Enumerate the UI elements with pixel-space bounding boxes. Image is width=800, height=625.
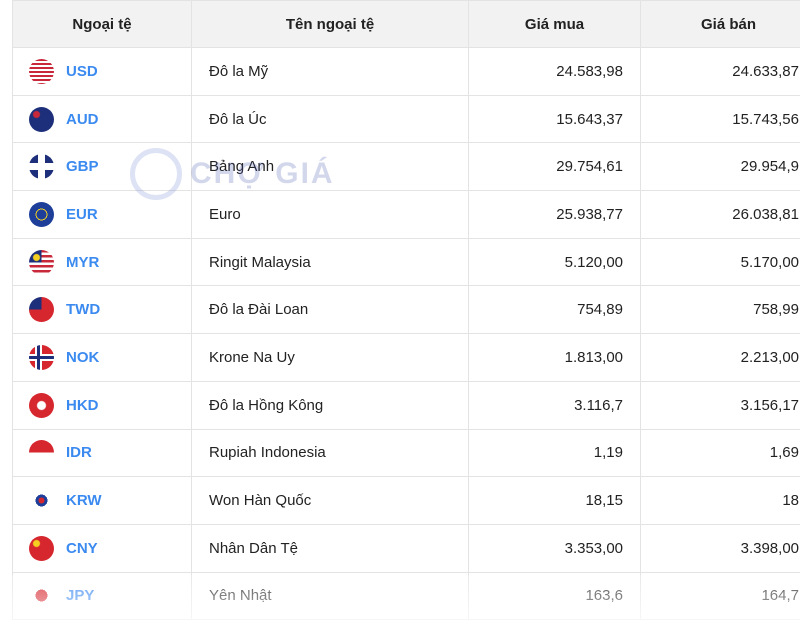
sell-price: 24.633,87 (640, 47, 800, 96)
currency-name: Đô la Hồng Kông (191, 380, 469, 430)
currency-code-cell: JPY (12, 571, 192, 621)
sell-price: 29.954,9 (640, 142, 800, 192)
id-flag-icon (29, 440, 54, 466)
currency-code-cell: HKD (12, 380, 192, 430)
table-row-nok: NOK Krone Na Uy 1.813,00 2.213,00 (12, 333, 800, 382)
currency-name: Rupiah Indonesia (191, 428, 469, 478)
sell-price: 2.213,00 (640, 333, 800, 382)
currency-code-link[interactable]: GBP (66, 158, 99, 176)
kr-flag-icon (29, 488, 54, 514)
currency-code-cell: GBP (12, 142, 192, 192)
buy-price: 1,19 (468, 428, 641, 478)
sell-price: 758,99 (640, 285, 800, 335)
table-row-idr: IDR Rupiah Indonesia 1,19 1,69 (12, 428, 800, 478)
currency-code-cell: KRW (12, 476, 192, 525)
currency-name: Euro (191, 190, 469, 239)
sell-price: 15.743,56 (640, 94, 800, 144)
buy-price: 15.643,37 (468, 94, 641, 144)
currency-code-cell: NOK (12, 333, 192, 382)
cn-flag-icon (29, 535, 54, 561)
currency-code-link[interactable]: EUR (66, 205, 98, 223)
table-row-usd: USD Đô la Mỹ 24.583,98 24.633,87 (12, 47, 800, 96)
currency-name: Ringit Malaysia (191, 237, 469, 287)
header-buy-price[interactable]: Giá mua (468, 0, 641, 48)
table-row-hkd: HKD Đô la Hồng Kông 3.116,7 3.156,17 (12, 380, 800, 430)
currency-code-link[interactable]: MYR (66, 253, 100, 271)
buy-price: 24.583,98 (468, 47, 641, 96)
buy-price: 29.754,61 (468, 142, 641, 192)
currency-code-cell: IDR (12, 428, 192, 478)
sell-price: 26.038,81 (640, 190, 800, 239)
currency-name: Đô la Đài Loan (191, 285, 469, 335)
currency-code-link[interactable]: TWD (66, 301, 101, 319)
currency-code-cell: AUD (12, 94, 192, 144)
sell-price: 1,69 (640, 428, 800, 478)
buy-price: 1.813,00 (468, 333, 641, 382)
eu-flag-icon (29, 201, 54, 227)
table-row-gbp: GBP Bảng Anh 29.754,61 29.954,9 (12, 142, 800, 192)
currency-code-link[interactable]: HKD (66, 396, 99, 414)
currency-name: Đô la Mỹ (191, 47, 469, 96)
buy-price: 25.938,77 (468, 190, 641, 239)
currency-code-link[interactable]: CNY (66, 539, 98, 557)
table-row-jpy: JPY Yên Nhật 163,6 164,7 (12, 571, 800, 621)
sell-price: 164,7 (640, 571, 800, 621)
gb-flag-icon (29, 154, 54, 180)
header-currency-name[interactable]: Tên ngoại tệ (191, 0, 469, 48)
sell-price: 3.156,17 (640, 380, 800, 430)
sell-price: 3.398,00 (640, 523, 800, 573)
au-flag-icon (29, 106, 54, 132)
exchange-rate-table: Ngoại tệ Tên ngoại tệ Giá mua Giá bán US… (12, 0, 800, 621)
buy-price: 3.353,00 (468, 523, 641, 573)
hk-flag-icon (29, 392, 54, 418)
table-row-krw: KRW Won Hàn Quốc 18,15 18 (12, 476, 800, 525)
table-row-myr: MYR Ringit Malaysia 5.120,00 5.170,00 (12, 237, 800, 287)
currency-code-link[interactable]: JPY (66, 587, 95, 605)
sell-price: 18 (640, 476, 800, 525)
us-flag-icon (29, 58, 54, 84)
currency-name: Won Hàn Quốc (191, 476, 469, 525)
buy-price: 3.116,7 (468, 380, 641, 430)
table-row-aud: AUD Đô la Úc 15.643,37 15.743,56 (12, 94, 800, 144)
no-flag-icon (29, 344, 54, 370)
currency-code-link[interactable]: KRW (66, 492, 102, 510)
currency-name: Krone Na Uy (191, 333, 469, 382)
currency-code-cell: USD (12, 47, 192, 96)
currency-name: Bảng Anh (191, 142, 469, 192)
sell-price: 5.170,00 (640, 237, 800, 287)
currency-code-cell: CNY (12, 523, 192, 573)
currency-code-link[interactable]: NOK (66, 348, 100, 366)
tw-flag-icon (29, 297, 54, 323)
currency-code-cell: EUR (12, 190, 192, 239)
currency-code-link[interactable]: AUD (66, 110, 99, 128)
buy-price: 5.120,00 (468, 237, 641, 287)
buy-price: 163,6 (468, 571, 641, 621)
currency-name: Đô la Úc (191, 94, 469, 144)
currency-code-cell: TWD (12, 285, 192, 335)
buy-price: 754,89 (468, 285, 641, 335)
header-sell-price[interactable]: Giá bán (640, 0, 800, 48)
currency-code-link[interactable]: USD (66, 62, 98, 80)
my-flag-icon (29, 249, 54, 275)
currency-name: Yên Nhật (191, 571, 469, 621)
currency-code-link[interactable]: IDR (66, 444, 92, 462)
table-header: Ngoại tệ Tên ngoại tệ Giá mua Giá bán (12, 0, 800, 48)
header-currency-code[interactable]: Ngoại tệ (12, 0, 192, 48)
buy-price: 18,15 (468, 476, 641, 525)
currency-code-cell: MYR (12, 237, 192, 287)
table-row-cny: CNY Nhân Dân Tệ 3.353,00 3.398,00 (12, 523, 800, 573)
table-row-eur: EUR Euro 25.938,77 26.038,81 (12, 190, 800, 239)
table-row-twd: TWD Đô la Đài Loan 754,89 758,99 (12, 285, 800, 335)
currency-name: Nhân Dân Tệ (191, 523, 469, 573)
jp-flag-icon (29, 583, 54, 609)
